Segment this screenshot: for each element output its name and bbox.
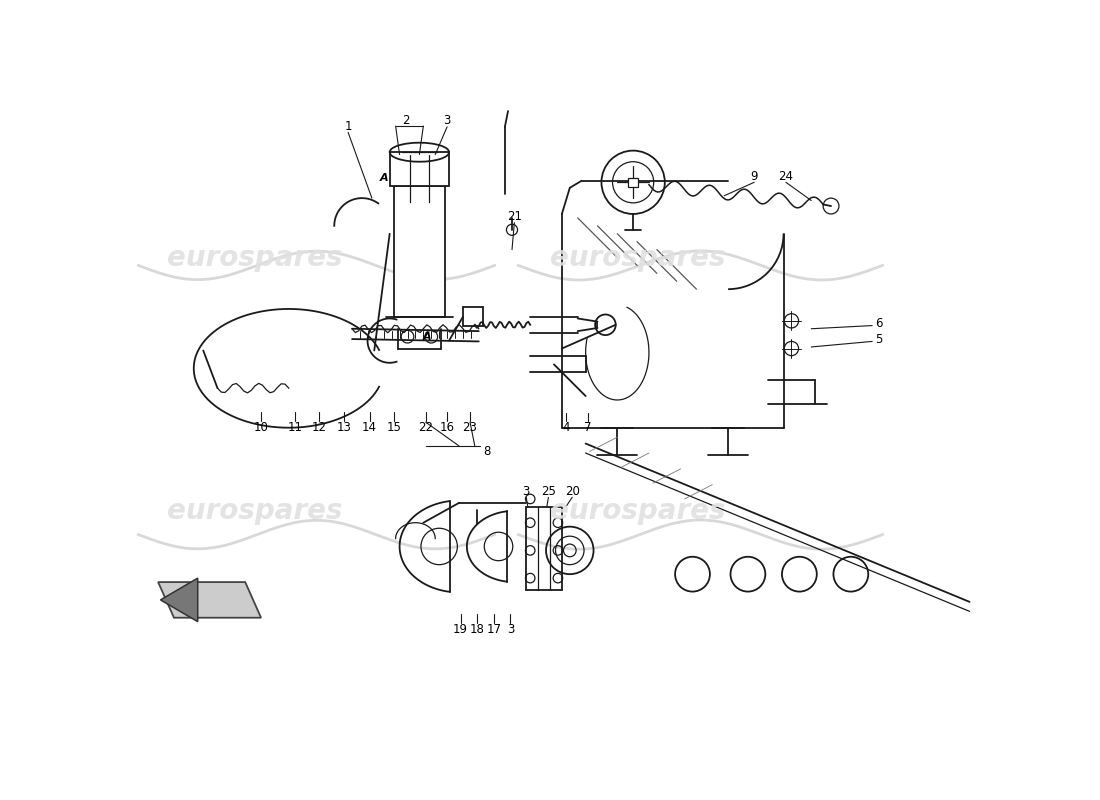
Polygon shape: [161, 578, 198, 622]
Text: eurospares: eurospares: [550, 243, 726, 271]
Text: 21: 21: [507, 210, 521, 223]
Text: 3: 3: [522, 485, 530, 498]
Text: 3: 3: [507, 623, 514, 636]
Text: 13: 13: [337, 422, 352, 434]
Text: 5: 5: [874, 333, 882, 346]
Text: 15: 15: [386, 422, 402, 434]
Text: 23: 23: [463, 422, 477, 434]
Text: 10: 10: [254, 422, 268, 434]
Bar: [394, 186, 446, 317]
Text: 22: 22: [418, 422, 433, 434]
Text: A: A: [424, 332, 431, 342]
Text: eurospares: eurospares: [550, 497, 726, 525]
Text: 8: 8: [483, 445, 491, 458]
Polygon shape: [158, 582, 261, 618]
Text: 4: 4: [562, 422, 570, 434]
Bar: [389, 152, 449, 186]
Text: 19: 19: [453, 623, 468, 636]
Text: 18: 18: [470, 623, 485, 636]
Text: 3: 3: [443, 114, 451, 127]
Text: 16: 16: [440, 422, 454, 434]
Text: 11: 11: [287, 422, 303, 434]
Text: 14: 14: [362, 422, 377, 434]
Text: 2: 2: [403, 114, 409, 127]
Bar: [628, 178, 638, 187]
Text: 17: 17: [486, 623, 502, 636]
Text: 9: 9: [750, 170, 758, 183]
Text: eurospares: eurospares: [167, 243, 342, 271]
Text: A: A: [379, 174, 388, 183]
Text: 20: 20: [564, 485, 580, 498]
Text: 7: 7: [584, 422, 592, 434]
Text: 6: 6: [874, 317, 882, 330]
Text: 25: 25: [541, 485, 556, 498]
Text: 24: 24: [779, 170, 793, 183]
Text: eurospares: eurospares: [167, 497, 342, 525]
Text: 12: 12: [311, 422, 327, 434]
Text: 1: 1: [344, 120, 352, 134]
